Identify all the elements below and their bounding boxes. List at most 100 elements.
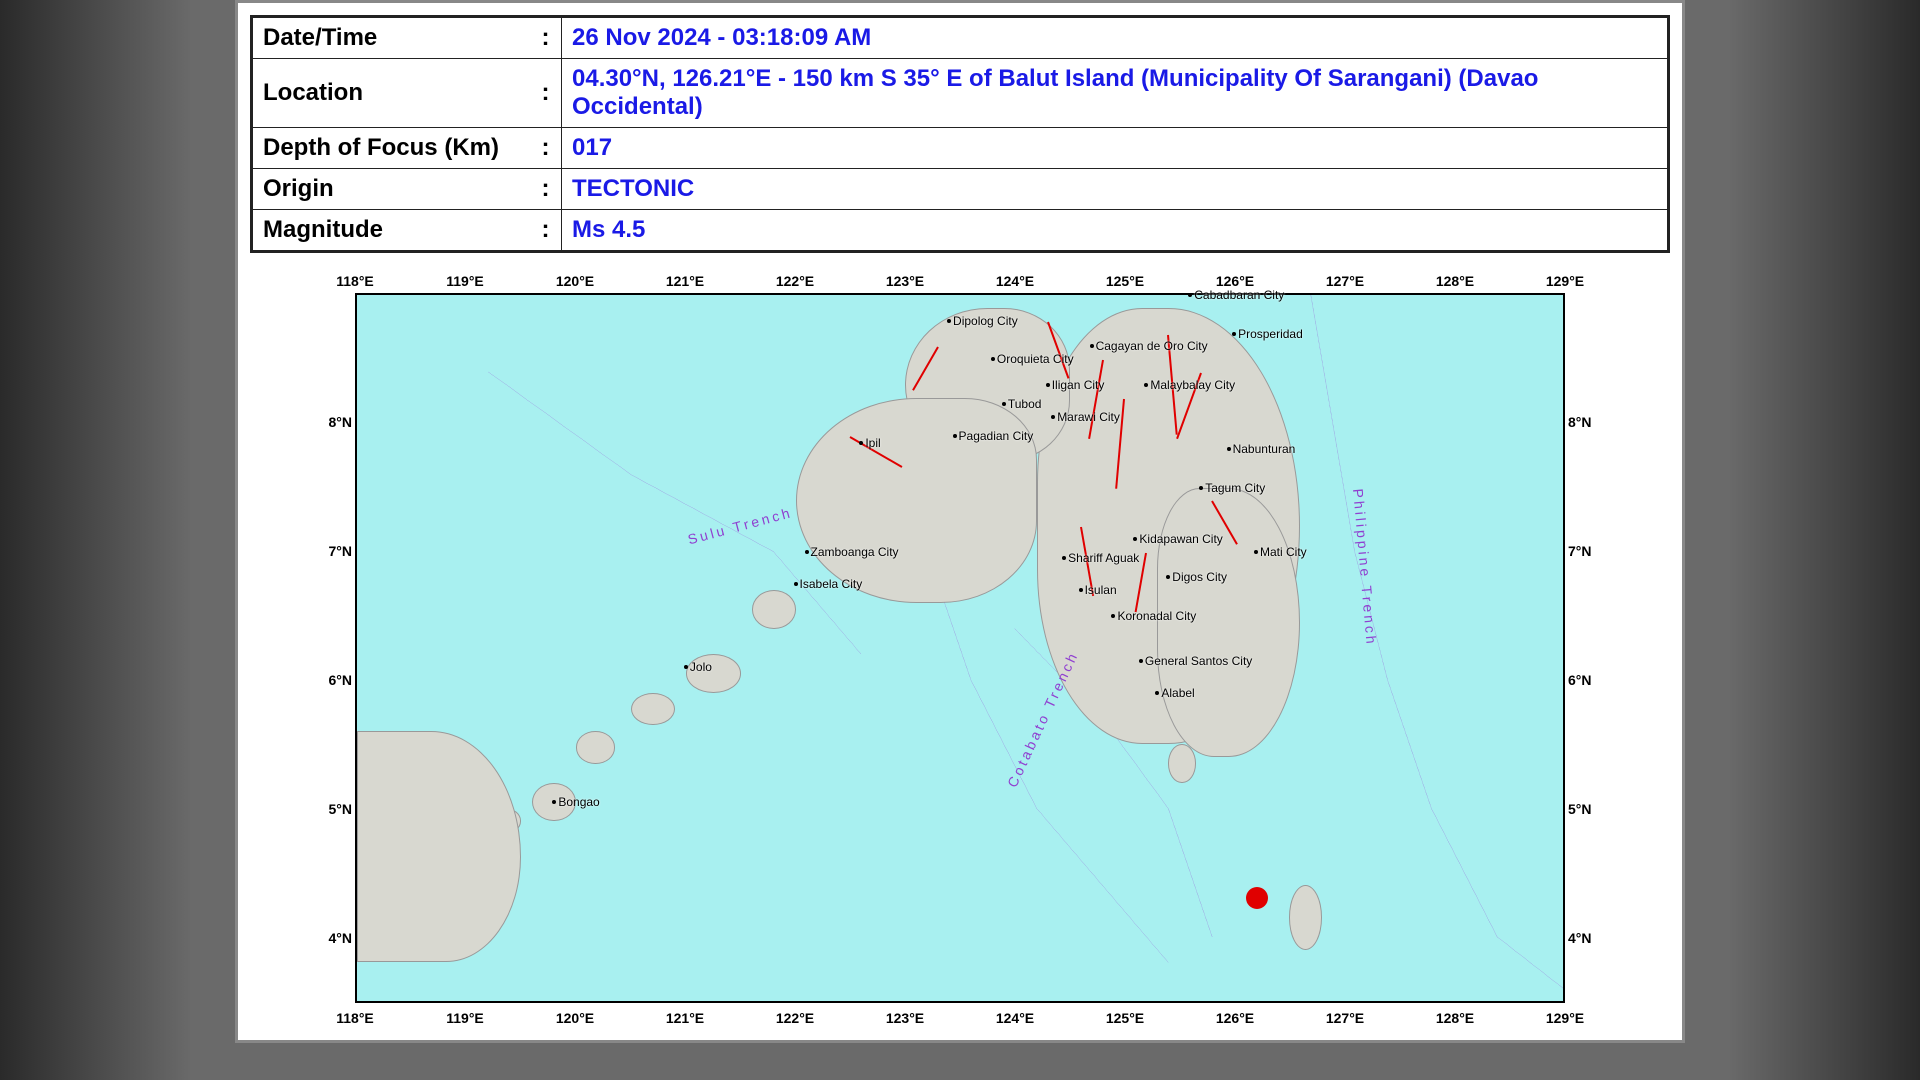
lon-tick: 120°E	[556, 1010, 594, 1026]
lon-tick: 120°E	[556, 273, 594, 289]
lon-tick: 119°E	[446, 1010, 484, 1026]
lon-tick: 129°E	[1546, 273, 1584, 289]
trench-label: Cotabato Trench	[1004, 648, 1081, 789]
city-dot	[1046, 383, 1050, 387]
city-label: Marawi City	[1057, 410, 1120, 424]
lon-tick: 128°E	[1436, 1010, 1474, 1026]
lat-tick: 4°N	[1568, 930, 1600, 946]
lat-tick: 5°N	[1568, 801, 1600, 817]
city-dot	[1188, 293, 1192, 297]
lon-tick: 126°E	[1216, 1010, 1254, 1026]
lon-tick: 123°E	[886, 1010, 924, 1026]
city-label: Ipil	[865, 436, 880, 450]
city-dot	[1051, 415, 1055, 419]
city-dot	[1090, 344, 1094, 348]
info-value: Ms 4.5	[562, 210, 1669, 252]
lon-tick: 119°E	[446, 273, 484, 289]
landmass	[1168, 744, 1195, 783]
city-dot	[1166, 575, 1170, 579]
info-row: Date/Time:26 Nov 2024 - 03:18:09 AM	[252, 17, 1669, 59]
landmass	[631, 693, 675, 725]
lat-tick: 7°N	[320, 543, 352, 559]
earthquake-bulletin: Date/Time:26 Nov 2024 - 03:18:09 AMLocat…	[235, 0, 1685, 1043]
city-label: Jolo	[690, 660, 712, 674]
city-label: Isulan	[1085, 583, 1117, 597]
map-plot-area: Sulu Trench Cotabato Trench Philippine Tre…	[355, 293, 1565, 1003]
lat-tick: 5°N	[320, 801, 352, 817]
info-label: Magnitude	[252, 210, 532, 252]
city-label: Pagadian City	[959, 429, 1034, 443]
city-dot	[1232, 332, 1236, 336]
city-dot	[1133, 537, 1137, 541]
city-dot	[1199, 486, 1203, 490]
info-label: Origin	[252, 169, 532, 210]
city-label: General Santos City	[1145, 654, 1252, 668]
city-label: Kidapawan City	[1139, 532, 1222, 546]
lon-tick: 126°E	[1216, 273, 1254, 289]
city-dot	[1079, 588, 1083, 592]
city-label: Oroquieta City	[997, 352, 1074, 366]
info-value: 017	[562, 128, 1669, 169]
city-label: Alabel	[1161, 686, 1194, 700]
lon-tick: 128°E	[1436, 273, 1474, 289]
city-dot	[684, 665, 688, 669]
city-label: Iligan City	[1052, 378, 1105, 392]
lon-tick: 118°E	[336, 273, 374, 289]
city-label: Zamboanga City	[811, 545, 899, 559]
city-dot	[1111, 614, 1115, 618]
landmass	[752, 590, 796, 629]
landmass	[357, 731, 521, 962]
lat-tick: 4°N	[320, 930, 352, 946]
info-row: Origin:TECTONIC	[252, 169, 1669, 210]
map-container: Sulu Trench Cotabato Trench Philippine Tre…	[250, 268, 1670, 1028]
lon-tick: 121°E	[666, 273, 704, 289]
city-dot	[1002, 402, 1006, 406]
city-dot	[991, 357, 995, 361]
city-label: Mati City	[1260, 545, 1307, 559]
city-dot	[794, 582, 798, 586]
city-label: Malaybalay City	[1150, 378, 1235, 392]
info-row: Magnitude:Ms 4.5	[252, 210, 1669, 252]
info-value: 26 Nov 2024 - 03:18:09 AM	[562, 17, 1669, 59]
city-dot	[1227, 447, 1231, 451]
city-label: Tagum City	[1205, 481, 1265, 495]
trench-label: Philippine Trench	[1350, 488, 1380, 647]
info-value: 04.30°N, 126.21°E - 150 km S 35° E of Ba…	[562, 59, 1669, 128]
lon-tick: 121°E	[666, 1010, 704, 1026]
city-label: Nabunturan	[1233, 442, 1296, 456]
city-label: Dipolog City	[953, 314, 1018, 328]
lon-tick: 124°E	[996, 273, 1034, 289]
city-dot	[552, 800, 556, 804]
city-label: Bongao	[558, 795, 599, 809]
lon-tick: 122°E	[776, 273, 814, 289]
lat-tick: 8°N	[320, 414, 352, 430]
lat-tick: 6°N	[1568, 672, 1600, 688]
city-label: Shariff Aguak	[1068, 551, 1139, 565]
info-label: Depth of Focus (Km)	[252, 128, 532, 169]
landmass	[576, 731, 614, 763]
city-dot	[805, 550, 809, 554]
lon-tick: 125°E	[1106, 273, 1144, 289]
city-dot	[947, 319, 951, 323]
info-table: Date/Time:26 Nov 2024 - 03:18:09 AMLocat…	[250, 15, 1670, 253]
epicenter	[1246, 887, 1268, 909]
info-row: Location:04.30°N, 126.21°E - 150 km S 35…	[252, 59, 1669, 128]
city-label: Cagayan de Oro City	[1096, 339, 1208, 353]
lat-tick: 8°N	[1568, 414, 1600, 430]
info-label: Location	[252, 59, 532, 128]
city-dot	[1062, 556, 1066, 560]
lon-tick: 124°E	[996, 1010, 1034, 1026]
city-label: Tubod	[1008, 397, 1042, 411]
lon-tick: 123°E	[886, 273, 924, 289]
lon-tick: 122°E	[776, 1010, 814, 1026]
lon-tick: 118°E	[336, 1010, 374, 1026]
info-value: TECTONIC	[562, 169, 1669, 210]
lat-tick: 7°N	[1568, 543, 1600, 559]
city-dot	[1139, 659, 1143, 663]
city-dot	[859, 441, 863, 445]
city-label: Prosperidad	[1238, 327, 1303, 341]
lon-tick: 127°E	[1326, 273, 1364, 289]
city-dot	[1144, 383, 1148, 387]
city-label: Cabadbaran City	[1194, 288, 1284, 302]
trench-label: Sulu Trench	[686, 505, 794, 548]
